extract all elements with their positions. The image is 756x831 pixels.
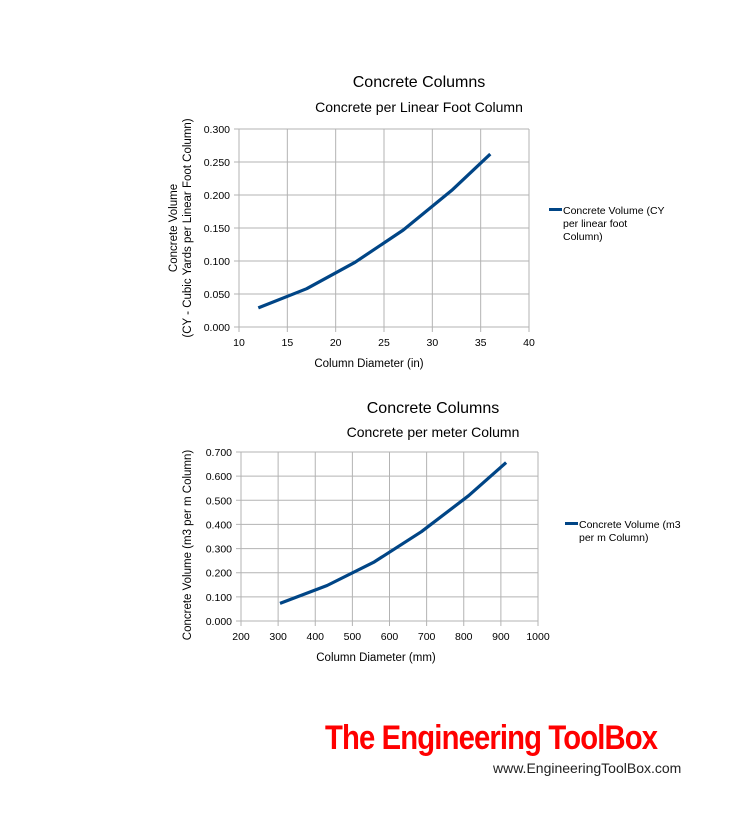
- chart2-y-ticks: 0.000 0.100 0.200 0.300 0.400 0.500 0.600 0.700: [206, 447, 232, 628]
- chart-linear-foot: Concrete Columns Concrete per Linear Foo…: [168, 74, 665, 370]
- chart2-legend-label-1: Concrete Volume (m3: [579, 519, 681, 531]
- x-tick-label: 40: [523, 337, 535, 349]
- x-tick-label: 400: [306, 631, 324, 643]
- chart2-y-axis-label: Concrete Volume (m3 per m Column): [182, 450, 194, 641]
- chart2-grid: [236, 451, 539, 626]
- y-tick-label: 0.400: [206, 519, 232, 531]
- x-tick-label: 700: [418, 631, 436, 643]
- y-tick-label: 0.700: [206, 447, 232, 459]
- y-tick-label: 0.200: [206, 568, 232, 580]
- chart1-legend: Concrete Volume (CY per linear foot Colu…: [549, 205, 665, 243]
- y-tick-label: 0.250: [204, 157, 230, 169]
- x-tick-label: 300: [269, 631, 287, 643]
- x-tick-label: 200: [232, 631, 250, 643]
- x-tick-label: 800: [455, 631, 473, 643]
- y-tick-label: 0.600: [206, 471, 232, 483]
- x-tick-label: 900: [492, 631, 510, 643]
- chart1-y-ticks: 0.000 0.050 0.100 0.150 0.200 0.250 0.300: [204, 124, 230, 334]
- chart2-series-line: [279, 461, 508, 605]
- chart1-series-line: [257, 152, 492, 310]
- x-tick-label: 15: [281, 337, 293, 349]
- y-tick-label: 0.000: [204, 322, 230, 334]
- chart2-x-ticks: 200 300 400 500 600 700 800 900 1000: [232, 631, 550, 643]
- y-tick-label: 0.100: [204, 256, 230, 268]
- engineering-toolbox-logo: The Engineering ToolBox: [325, 719, 658, 757]
- x-tick-label: 1000: [526, 631, 550, 643]
- x-tick-label: 30: [426, 337, 438, 349]
- chart1-legend-swatch: [549, 208, 562, 211]
- chart1-title: Concrete Columns: [353, 74, 486, 91]
- chart1-legend-label-3: Column): [563, 231, 603, 243]
- x-tick-label: 25: [378, 337, 390, 349]
- chart2-subtitle: Concrete per meter Column: [347, 424, 520, 440]
- y-tick-label: 0.300: [204, 124, 230, 136]
- x-tick-label: 600: [381, 631, 399, 643]
- y-tick-label: 0.100: [206, 592, 232, 604]
- chart1-y-axis-label-line2: (CY - Cubic Yards per Linear Foot Column…: [182, 118, 194, 337]
- x-tick-label: 500: [344, 631, 362, 643]
- chart1-x-axis-label: Column Diameter (in): [314, 358, 423, 370]
- x-tick-label: 35: [475, 337, 487, 349]
- x-tick-label: 10: [233, 337, 245, 349]
- y-tick-label: 0.000: [206, 616, 232, 628]
- chart2-title: Concrete Columns: [367, 400, 500, 417]
- chart1-grid: [234, 128, 530, 332]
- chart2-legend-swatch: [565, 522, 578, 525]
- chart1-y-axis-label-line1: Concrete Volume: [168, 184, 180, 272]
- chart1-legend-label-2: per linear foot: [563, 218, 627, 230]
- chart-per-meter: Concrete Columns Concrete per meter Colu…: [182, 400, 681, 664]
- chart2-legend-label-2: per m Column): [579, 532, 648, 544]
- y-tick-label: 0.150: [204, 223, 230, 235]
- chart2-legend: Concrete Volume (m3 per m Column): [565, 519, 681, 544]
- chart2-x-axis-label: Column Diameter (mm): [316, 652, 436, 664]
- y-tick-label: 0.500: [206, 495, 232, 507]
- chart1-subtitle: Concrete per Linear Foot Column: [315, 99, 523, 115]
- chart1-x-ticks: 10 15 20 25 30 35 40: [233, 337, 535, 349]
- y-tick-label: 0.200: [204, 190, 230, 202]
- engineering-toolbox-url[interactable]: www.EngineeringToolBox.com: [493, 760, 682, 776]
- chart1-legend-label-1: Concrete Volume (CY: [563, 205, 665, 217]
- x-tick-label: 20: [330, 337, 342, 349]
- y-tick-label: 0.300: [206, 544, 232, 556]
- y-tick-label: 0.050: [204, 289, 230, 301]
